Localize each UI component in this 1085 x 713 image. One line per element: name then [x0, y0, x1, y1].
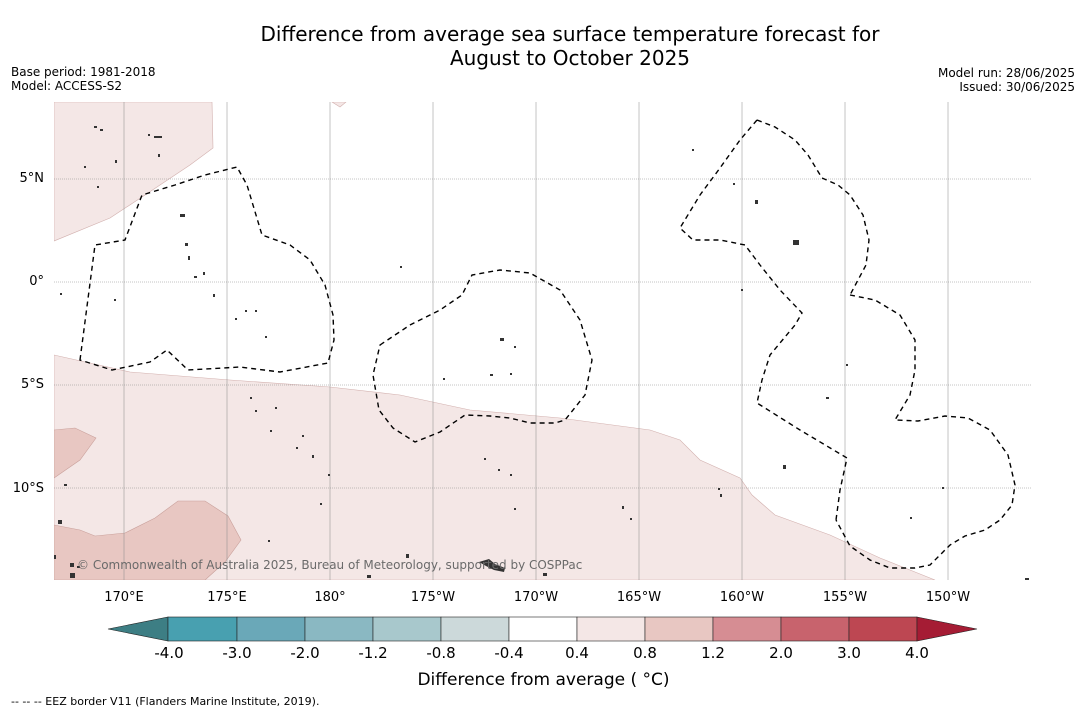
colorbar-segment-7 [576, 616, 646, 642]
colorbar-tick-1: -4.0 [154, 644, 184, 662]
colorbar-tick-4: -1.2 [358, 644, 388, 662]
chart-title: Difference from average sea surface temp… [0, 22, 1085, 70]
colorbar-tick-2: -3.0 [222, 644, 252, 662]
colorbar-tick-11: 3.0 [837, 644, 861, 662]
lon-label-170w: 170°W [513, 590, 559, 605]
eez-border-french-polynesia [835, 294, 1016, 569]
model-run: Model run: 28/06/2025 [937, 66, 1075, 80]
colorbar-tick-5: -0.8 [426, 644, 456, 662]
colorbar-tick-6: -0.4 [494, 644, 524, 662]
copyright-notice: © Commonwealth of Australia 2025, Bureau… [77, 558, 583, 572]
colorbar-segment-3 [304, 616, 374, 642]
slight-warm-region-north-patch [331, 102, 347, 108]
colorbar-label: Difference from average ( °C) [417, 670, 670, 690]
model-name: Model: ACCESS-S2 [11, 79, 123, 93]
lon-label-170e: 170°E [104, 590, 144, 605]
eez-border-tuvalu-kiribati-west [79, 166, 335, 373]
colorbar-arrow-high [916, 616, 978, 642]
lon-label-150w: 150°W [925, 590, 971, 605]
gridlines [54, 102, 1031, 580]
sst-anomaly-map [54, 102, 1031, 580]
lat-label-5n: 5°N [19, 171, 45, 186]
warm-region-southwest [54, 500, 242, 580]
eez-borders [79, 119, 1016, 569]
colorbar-segment-6 [508, 616, 578, 642]
colorbar-segment-10 [780, 616, 850, 642]
colorbar-segment-8 [644, 616, 714, 642]
lon-label-180: 180° [314, 590, 346, 605]
lon-label-175w: 175°W [410, 590, 456, 605]
lon-label-155w: 155°W [822, 590, 868, 605]
lon-label-160w: 160°W [719, 590, 765, 605]
warm-region-west [54, 427, 97, 479]
title-line-2: August to October 2025 [449, 46, 691, 70]
base-period: Base period: 1981-2018 [11, 65, 156, 79]
colorbar-tick-8: 0.8 [633, 644, 657, 662]
eez-border-kiribati-line-islands [756, 119, 870, 296]
lon-label-175e: 175°E [207, 590, 247, 605]
colorbar-segment-2 [236, 616, 306, 642]
slight-warm-region-northwest [54, 102, 214, 242]
eez-border-kiribati-line-west [679, 119, 848, 521]
lon-label-165w: 165°W [616, 590, 662, 605]
colorbar-segment-9 [712, 616, 782, 642]
colorbar-arrow-low [107, 616, 169, 642]
eez-legend-note: -- -- -- EEZ border V11 (Flanders Marine… [11, 695, 320, 708]
lat-label-0: 0° [29, 274, 44, 289]
colorbar [107, 616, 978, 642]
colorbar-segment-5 [440, 616, 510, 642]
colorbar-tick-7: 0.4 [565, 644, 589, 662]
colorbar-tick-10: 2.0 [769, 644, 793, 662]
colorbar-segment-4 [372, 616, 442, 642]
title-line-1: Difference from average sea surface temp… [260, 22, 880, 46]
lat-label-10s: 10°S [12, 481, 44, 496]
map-plot-area [54, 102, 1031, 580]
islands [54, 126, 1029, 580]
lat-label-5s: 5°S [20, 377, 44, 392]
meta-left: Base period: 1981-2018 Model: ACCESS-S2 [11, 65, 156, 93]
eez-border-tokelau [372, 269, 593, 443]
colorbar-segment-1 [167, 616, 238, 642]
colorbar-tick-9: 1.2 [701, 644, 725, 662]
colorbar-segment-11 [848, 616, 918, 642]
meta-right: Model run: 28/06/2025 Issued: 30/06/2025 [938, 66, 1075, 94]
colorbar-tick-3: -2.0 [290, 644, 320, 662]
colorbar-tick-12: 4.0 [905, 644, 929, 662]
issued-date: Issued: 30/06/2025 [959, 80, 1075, 94]
